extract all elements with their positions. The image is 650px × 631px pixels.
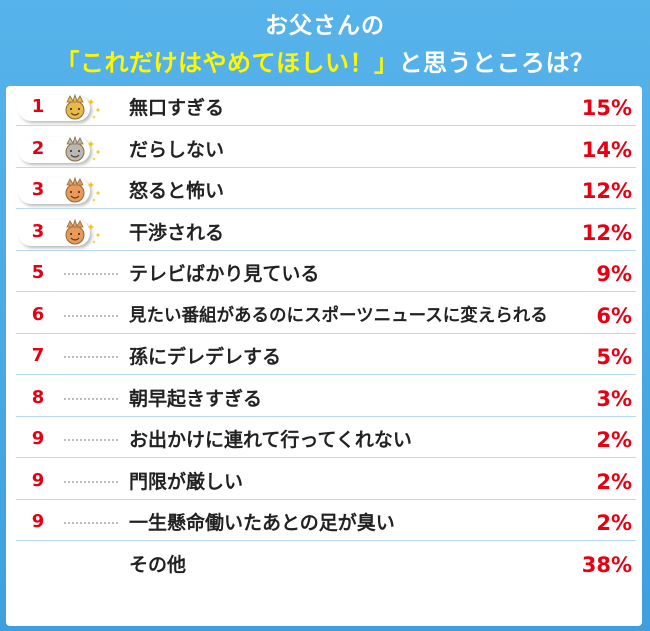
row-separator bbox=[16, 125, 636, 126]
item-label: その他 bbox=[129, 553, 187, 576]
percent-value: 9% bbox=[596, 262, 632, 286]
rank-number bbox=[26, 551, 50, 577]
row-separator bbox=[16, 540, 636, 541]
item-label: お出かけに連れて行ってくれない bbox=[129, 429, 412, 451]
rank-number: 8 bbox=[31, 386, 45, 408]
row-separator bbox=[16, 498, 636, 500]
medal-face-icon bbox=[65, 176, 101, 203]
row-separator bbox=[16, 249, 636, 251]
table-row: 5 テレビばかり見ている 9% bbox=[16, 255, 636, 292]
item-label: だらしない bbox=[129, 138, 225, 161]
table-row: 1 無口すぎる 15% bbox=[16, 89, 636, 126]
item-label: テレビばかり見ている bbox=[129, 263, 320, 285]
percent-value: 38% bbox=[581, 552, 632, 577]
rank-number: 3 bbox=[31, 179, 45, 200]
table-row: 7 孫にデレデレする 5% bbox=[16, 338, 636, 375]
dotted-leader bbox=[64, 480, 118, 483]
row-separator bbox=[16, 415, 636, 417]
percent-value: 2% bbox=[596, 428, 632, 452]
dotted-leader bbox=[64, 356, 118, 358]
rank-number: 7 bbox=[31, 345, 45, 366]
table-row: 9 門限が厳しい 2% bbox=[16, 463, 636, 500]
ranking-table: 1 無口すぎる 15% 2 だらしない 14% 3 怒ると怖い 12% 3 干渉される 12% 5 テレビ… bbox=[6, 86, 642, 626]
item-label: 見たい番組があるのにスポーツニュースに変えられる bbox=[129, 305, 548, 326]
chart-title-rest: と思うところは？ bbox=[398, 49, 595, 77]
table-row: 8 朝早起きすぎる 3% bbox=[16, 380, 636, 417]
rank-number: 5 bbox=[31, 262, 45, 283]
dotted-leader bbox=[64, 522, 118, 524]
table-row: 6 見たい番組があるのにスポーツニュースに変えられる 6% bbox=[16, 297, 636, 334]
rank-number: 9 bbox=[31, 511, 45, 532]
item-label: 干渉される bbox=[129, 221, 225, 244]
percent-value: 5% bbox=[596, 345, 632, 369]
dotted-leader bbox=[64, 397, 118, 400]
table-row: 2 だらしない 14% bbox=[16, 131, 636, 168]
row-separator bbox=[16, 374, 636, 375]
item-label: 無口すぎる bbox=[129, 97, 225, 119]
rank-number: 1 bbox=[31, 96, 45, 117]
rank-number: 9 bbox=[31, 469, 45, 491]
dotted-leader bbox=[64, 314, 118, 317]
source-footnote: 2018年5月〜6月集計 (株)エイチーム引越し侍 調べ bbox=[418, 605, 640, 615]
chart-title-line1: お父さんの bbox=[265, 13, 385, 39]
item-label: 朝早起きすぎる bbox=[129, 387, 263, 410]
percent-value: 15% bbox=[581, 96, 632, 120]
table-row: 3 干渉される 12% bbox=[16, 214, 636, 251]
table-row: 3 怒ると怖い 12% bbox=[16, 172, 636, 209]
item-label: 孫にデレデレする bbox=[129, 346, 282, 368]
percent-value: 14% bbox=[581, 137, 632, 162]
percent-value: 2% bbox=[596, 469, 632, 494]
medal-face-icon bbox=[65, 135, 101, 161]
percent-value: 12% bbox=[581, 179, 632, 203]
chart-title-line2: 「これだけはやめてほしい！」と思うところは？ bbox=[0, 43, 650, 78]
table-row: 9 お出かけに連れて行ってくれない 2% bbox=[16, 421, 636, 458]
item-label: 怒ると怖い bbox=[129, 180, 225, 202]
percent-value: 2% bbox=[596, 511, 632, 535]
item-label: 一生懸命働いたあとの足が臭い bbox=[129, 512, 395, 534]
row-separator bbox=[16, 332, 636, 334]
chart-title-highlight: 「これだけはやめてほしい！」 bbox=[55, 49, 399, 77]
percent-value: 6% bbox=[596, 303, 632, 328]
item-label: 門限が厳しい bbox=[129, 470, 244, 493]
table-row: その他 38% bbox=[16, 546, 636, 583]
medal-face-icon bbox=[65, 93, 101, 120]
rank-number: 9 bbox=[31, 428, 45, 449]
row-separator bbox=[16, 208, 636, 209]
dotted-leader bbox=[64, 273, 118, 275]
percent-value: 3% bbox=[596, 386, 632, 411]
rank-number: 6 bbox=[31, 303, 45, 325]
table-row: 9 一生懸命働いたあとの足が臭い 2% bbox=[16, 504, 636, 541]
rank-number: 3 bbox=[31, 220, 45, 242]
row-separator bbox=[16, 166, 636, 168]
row-separator bbox=[16, 291, 636, 292]
medal-face-icon bbox=[65, 218, 101, 244]
rank-number: 2 bbox=[31, 137, 45, 159]
row-separator bbox=[16, 457, 636, 458]
percent-value: 12% bbox=[581, 220, 632, 245]
dotted-leader bbox=[64, 439, 118, 441]
